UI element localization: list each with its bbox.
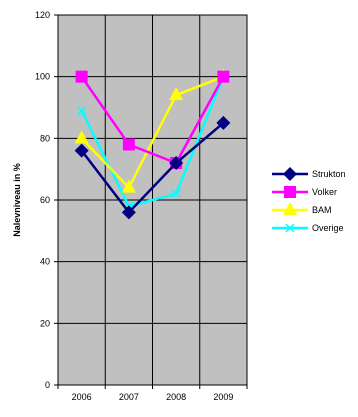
data-point-marker — [169, 156, 184, 170]
series-strukton — [74, 115, 231, 220]
data-point-marker — [74, 130, 89, 144]
legend-item-overige: Overige — [272, 223, 344, 233]
series-line — [80, 75, 225, 165]
y-tick-label: 40 — [40, 257, 50, 267]
x-tick-label: 2008 — [166, 392, 186, 402]
legend-marker — [283, 167, 297, 181]
x-tick-label: 2009 — [213, 392, 233, 402]
data-point-marker — [77, 106, 87, 116]
data-point-marker — [75, 70, 88, 83]
legend: Strukton Volker BAM Overige — [272, 167, 346, 233]
legend-marker — [283, 202, 297, 215]
y-tick-label: 0 — [45, 380, 50, 390]
data-point-marker — [171, 189, 181, 199]
y-tick-label: 100 — [35, 72, 50, 82]
x-tick-label: 2006 — [72, 392, 92, 402]
data-point-marker — [74, 143, 89, 158]
data-point-marker — [122, 138, 135, 151]
legend-item-volker: Volker — [272, 186, 337, 198]
y-tick-label: 20 — [40, 318, 50, 328]
data-point-marker — [121, 179, 136, 193]
y-axis-label: Nalevniveau in % — [12, 163, 22, 237]
x-tick-label: 2007 — [119, 392, 139, 402]
series-line — [80, 76, 225, 208]
data-point-marker — [217, 70, 230, 83]
legend-label: Volker — [312, 187, 337, 197]
data-point-marker — [121, 205, 136, 220]
series-group — [74, 68, 231, 220]
y-tick-label: 80 — [40, 133, 50, 143]
data-point-marker — [216, 115, 231, 130]
series-line — [80, 121, 225, 215]
data-point-marker — [169, 87, 184, 101]
y-tick-label: 120 — [35, 10, 50, 20]
axes — [54, 14, 248, 389]
tick-labels: 0 20 40 60 80 100 120 2006 2007 2008 2009 — [35, 10, 233, 402]
legend-item-bam: BAM — [272, 202, 332, 215]
legend-marker — [284, 186, 296, 198]
y-tick-label: 60 — [40, 195, 50, 205]
legend-marker — [285, 223, 295, 233]
series-line — [80, 75, 224, 190]
legend-label: Overige — [312, 223, 344, 233]
legend-item-strukton: Strukton — [272, 167, 346, 181]
legend-label: BAM — [312, 205, 332, 215]
legend-label: Strukton — [312, 169, 346, 179]
